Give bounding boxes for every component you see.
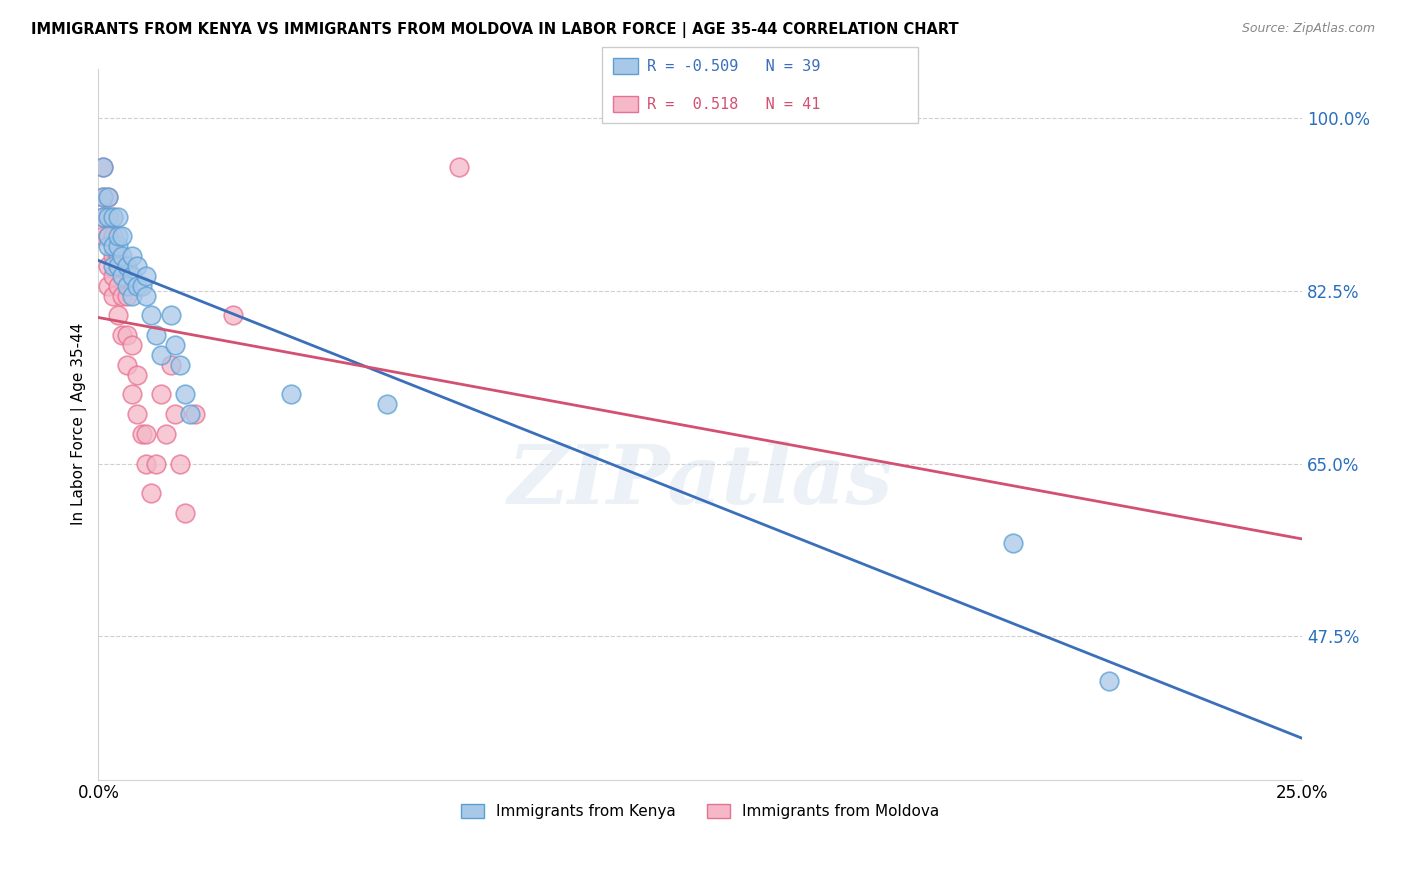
Point	[179, 407, 201, 421]
Point	[97, 210, 120, 224]
Point	[91, 161, 114, 175]
Point	[135, 426, 157, 441]
Point	[111, 328, 134, 343]
Y-axis label: In Labor Force | Age 35-44: In Labor Force | Age 35-44	[72, 323, 87, 525]
Point	[121, 387, 143, 401]
Point	[115, 278, 138, 293]
Point	[169, 358, 191, 372]
Point	[97, 210, 120, 224]
Point	[1098, 673, 1121, 688]
Legend: Immigrants from Kenya, Immigrants from Moldova: Immigrants from Kenya, Immigrants from M…	[456, 798, 945, 825]
Point	[101, 210, 124, 224]
Text: R = -0.509   N = 39: R = -0.509 N = 39	[647, 59, 820, 74]
Point	[141, 486, 163, 500]
Point	[131, 426, 153, 441]
Point	[101, 249, 124, 263]
Point	[121, 268, 143, 283]
Point	[97, 229, 120, 244]
Point	[125, 407, 148, 421]
Point	[121, 338, 143, 352]
Point	[169, 457, 191, 471]
Point	[91, 161, 114, 175]
Point	[135, 457, 157, 471]
Text: IMMIGRANTS FROM KENYA VS IMMIGRANTS FROM MOLDOVA IN LABOR FORCE | AGE 35-44 CORR: IMMIGRANTS FROM KENYA VS IMMIGRANTS FROM…	[31, 22, 959, 38]
Point	[222, 309, 245, 323]
Point	[107, 210, 129, 224]
Point	[115, 259, 138, 273]
Point	[107, 249, 129, 263]
Point	[155, 426, 177, 441]
Point	[280, 387, 302, 401]
Point	[107, 278, 129, 293]
Point	[91, 229, 114, 244]
Point	[174, 387, 197, 401]
Point	[115, 328, 138, 343]
Point	[111, 288, 134, 302]
Point	[101, 268, 124, 283]
Point	[145, 328, 167, 343]
Point	[121, 249, 143, 263]
Point	[375, 397, 398, 411]
Point	[107, 309, 129, 323]
Point	[97, 278, 120, 293]
Point	[97, 229, 120, 244]
Point	[101, 288, 124, 302]
Point	[135, 268, 157, 283]
Point	[145, 457, 167, 471]
Point	[149, 348, 172, 362]
Point	[97, 190, 120, 204]
Point	[91, 190, 114, 204]
Point	[97, 239, 120, 253]
Point	[174, 506, 197, 520]
Point	[111, 229, 134, 244]
Point	[165, 338, 187, 352]
Point	[131, 278, 153, 293]
Point	[135, 288, 157, 302]
Point	[111, 259, 134, 273]
Point	[107, 259, 129, 273]
Point	[101, 239, 124, 253]
Point	[125, 368, 148, 382]
Point	[449, 161, 471, 175]
Point	[101, 229, 124, 244]
Point	[111, 268, 134, 283]
Point	[115, 358, 138, 372]
Point	[125, 259, 148, 273]
Point	[101, 259, 124, 273]
Text: Source: ZipAtlas.com: Source: ZipAtlas.com	[1241, 22, 1375, 36]
Point	[107, 239, 129, 253]
Point	[115, 288, 138, 302]
Text: ZIPatlas: ZIPatlas	[508, 441, 893, 521]
Point	[159, 309, 181, 323]
Point	[91, 210, 114, 224]
Text: R =  0.518   N = 41: R = 0.518 N = 41	[647, 96, 820, 112]
Point	[1002, 535, 1025, 549]
Point	[107, 229, 129, 244]
Point	[159, 358, 181, 372]
Point	[183, 407, 205, 421]
Point	[101, 210, 124, 224]
Point	[165, 407, 187, 421]
Point	[97, 259, 120, 273]
Point	[141, 309, 163, 323]
Point	[97, 190, 120, 204]
Point	[125, 278, 148, 293]
Point	[91, 210, 114, 224]
Point	[91, 190, 114, 204]
Point	[149, 387, 172, 401]
Point	[121, 288, 143, 302]
Point	[111, 249, 134, 263]
